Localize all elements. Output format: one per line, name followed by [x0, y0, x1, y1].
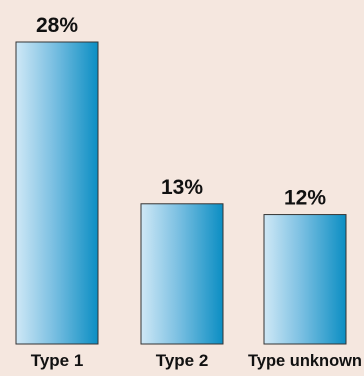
- category-label-type-1: Type 1: [31, 351, 84, 370]
- bar-type-2: [140, 203, 224, 345]
- value-label-type-unknown: 12%: [284, 187, 326, 210]
- value-label-type-2: 13%: [161, 176, 203, 199]
- value-labels-group: 28% 13% 12%: [36, 14, 326, 210]
- bar-type-unknown: [263, 214, 347, 345]
- category-label-type-unknown: Type unknown: [248, 351, 362, 370]
- value-label-type-1: 28%: [36, 14, 78, 37]
- bar-type-1: [15, 41, 99, 345]
- category-labels-group: Type 1 Type 2 Type unknown: [31, 351, 362, 370]
- bars-group: [15, 41, 347, 345]
- category-label-type-2: Type 2: [156, 351, 209, 370]
